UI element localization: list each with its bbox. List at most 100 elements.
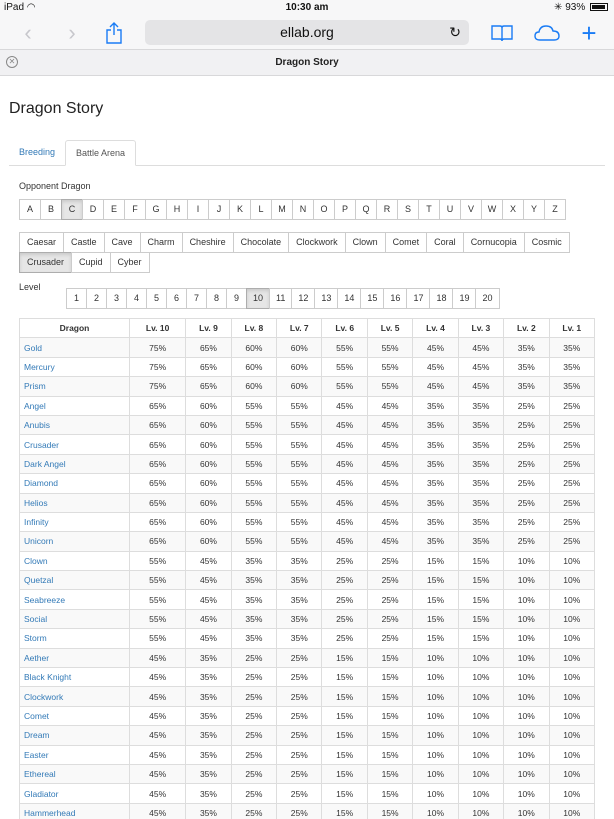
level-button-9[interactable]: 9 <box>226 288 247 309</box>
table-cell: 10% <box>548 570 596 591</box>
letter-button-l[interactable]: L <box>250 199 272 220</box>
letter-button-a[interactable]: A <box>19 199 41 220</box>
letter-button-d[interactable]: D <box>82 199 104 220</box>
dragon-button-cupid[interactable]: Cupid <box>71 252 111 273</box>
dragon-button-caesar[interactable]: Caesar <box>19 232 65 253</box>
level-button-8[interactable]: 8 <box>206 288 227 309</box>
level-button-19[interactable]: 19 <box>452 288 477 309</box>
level-button-20[interactable]: 20 <box>475 288 500 309</box>
dragon-button-comet[interactable]: Comet <box>384 232 428 253</box>
dragon-link[interactable]: Unicorn <box>19 531 130 552</box>
letter-button-o[interactable]: O <box>313 199 335 220</box>
dragon-button-clown[interactable]: Clown <box>344 232 386 253</box>
dragon-button-cave[interactable]: Cave <box>103 232 141 253</box>
share-icon[interactable] <box>104 21 124 45</box>
new-tab-icon[interactable]: + <box>581 17 597 48</box>
level-button-6[interactable]: 6 <box>166 288 187 309</box>
level-button-18[interactable]: 18 <box>429 288 454 309</box>
letter-button-t[interactable]: T <box>418 199 440 220</box>
letter-button-k[interactable]: K <box>229 199 251 220</box>
tab-battle-arena[interactable]: Battle Arena <box>65 140 137 166</box>
dragon-link[interactable]: Aether <box>19 647 130 669</box>
level-button-13[interactable]: 13 <box>314 288 339 309</box>
letter-button-f[interactable]: F <box>124 199 146 220</box>
letter-button-b[interactable]: B <box>40 199 62 220</box>
level-button-1[interactable]: 1 <box>66 288 87 309</box>
dragon-link[interactable]: Comet <box>19 705 130 727</box>
level-button-15[interactable]: 15 <box>360 288 385 309</box>
dragon-link[interactable]: Social <box>19 608 130 630</box>
dragon-link[interactable]: Gladiator <box>19 783 130 804</box>
dragon-button-coral[interactable]: Coral <box>426 232 464 253</box>
letter-button-i[interactable]: I <box>187 199 209 220</box>
dragon-link[interactable]: Hammerhead <box>19 802 130 819</box>
level-button-10[interactable]: 10 <box>246 288 271 309</box>
dragon-link[interactable]: Dark Angel <box>19 453 130 475</box>
level-button-14[interactable]: 14 <box>337 288 362 309</box>
dragon-link[interactable]: Black Knight <box>19 667 130 688</box>
letter-button-j[interactable]: J <box>208 199 230 220</box>
dragon-link[interactable]: Quetzal <box>19 570 130 591</box>
dragon-button-cosmic[interactable]: Cosmic <box>523 232 570 253</box>
level-button-3[interactable]: 3 <box>106 288 127 309</box>
level-button-16[interactable]: 16 <box>383 288 408 309</box>
letter-button-p[interactable]: P <box>334 199 356 220</box>
letter-button-n[interactable]: N <box>292 199 314 220</box>
letter-button-s[interactable]: S <box>397 199 419 220</box>
level-button-12[interactable]: 12 <box>291 288 316 309</box>
dragon-button-clockwork[interactable]: Clockwork <box>288 232 346 253</box>
tab-breeding[interactable]: Breeding <box>19 147 56 157</box>
letter-button-h[interactable]: H <box>166 199 188 220</box>
close-tab-icon[interactable]: ✕ <box>6 56 18 68</box>
forward-icon[interactable]: › <box>68 20 76 45</box>
dragon-button-cheshire[interactable]: Cheshire <box>181 232 234 253</box>
level-button-5[interactable]: 5 <box>146 288 167 309</box>
reload-icon[interactable]: ↻ <box>449 24 461 40</box>
letter-button-w[interactable]: W <box>481 199 503 220</box>
letter-button-q[interactable]: Q <box>355 199 377 220</box>
table-cell: 45% <box>321 531 368 552</box>
letter-button-e[interactable]: E <box>103 199 125 220</box>
letter-button-x[interactable]: X <box>502 199 524 220</box>
dragon-link[interactable]: Seabreeze <box>19 589 130 610</box>
dragon-link[interactable]: Gold <box>19 337 130 358</box>
letter-button-g[interactable]: G <box>145 199 167 220</box>
dragon-button-castle[interactable]: Castle <box>63 232 105 253</box>
level-button-2[interactable]: 2 <box>86 288 107 309</box>
dragon-button-cyber[interactable]: Cyber <box>109 252 150 273</box>
letter-button-u[interactable]: U <box>439 199 461 220</box>
dragon-button-chocolate[interactable]: Chocolate <box>232 232 290 253</box>
dragon-link[interactable]: Diamond <box>19 473 130 494</box>
dragon-link[interactable]: Mercury <box>19 356 130 378</box>
level-button-11[interactable]: 11 <box>269 288 293 309</box>
dragon-link[interactable]: Easter <box>19 744 130 765</box>
dragon-link[interactable]: Angel <box>19 395 130 416</box>
letter-button-z[interactable]: Z <box>544 199 566 220</box>
letter-button-y[interactable]: Y <box>523 199 545 220</box>
dragon-link[interactable]: Ethereal <box>19 763 130 785</box>
dragon-button-cornucopia[interactable]: Cornucopia <box>462 232 525 253</box>
dragon-button-crusader[interactable]: Crusader <box>19 252 73 273</box>
dragon-link[interactable]: Clockwork <box>19 686 130 707</box>
letter-button-m[interactable]: M <box>271 199 293 220</box>
dragon-button-charm[interactable]: Charm <box>139 232 183 253</box>
dragon-link[interactable]: Clown <box>19 550 130 572</box>
letter-button-r[interactable]: R <box>376 199 398 220</box>
dragon-link[interactable]: Helios <box>19 492 130 513</box>
back-icon[interactable]: ‹ <box>24 20 32 45</box>
level-button-4[interactable]: 4 <box>126 288 147 309</box>
level-button-17[interactable]: 17 <box>406 288 431 309</box>
dragon-link[interactable]: Infinity <box>19 511 130 533</box>
letter-button-c[interactable]: C <box>61 199 83 220</box>
level-button-7[interactable]: 7 <box>186 288 207 309</box>
table-cell: 45% <box>128 667 187 688</box>
url-bar[interactable]: ellab.org ↻ <box>145 20 469 45</box>
letter-button-v[interactable]: V <box>460 199 482 220</box>
dragon-link[interactable]: Anubis <box>19 414 130 436</box>
dragon-link[interactable]: Prism <box>19 376 130 397</box>
dragon-link[interactable]: Dream <box>19 725 130 746</box>
dragon-link[interactable]: Crusader <box>19 434 130 455</box>
dragon-link[interactable]: Storm <box>19 628 130 649</box>
icloud-tabs-icon[interactable] <box>534 21 560 45</box>
bookmarks-icon[interactable] <box>490 21 514 45</box>
